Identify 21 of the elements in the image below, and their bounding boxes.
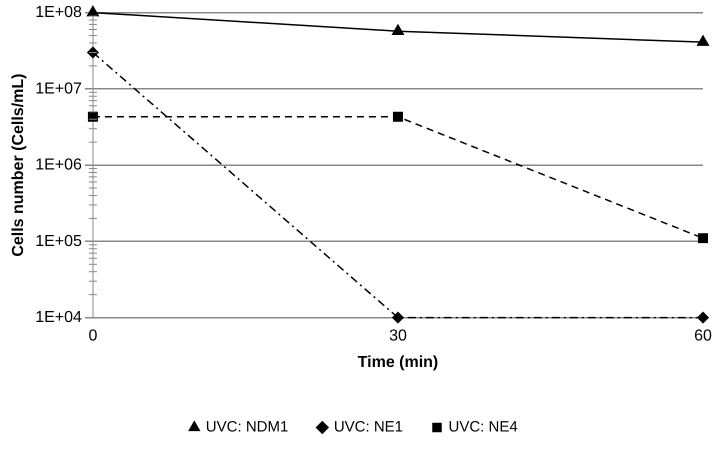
point [392, 112, 403, 122]
point [88, 112, 98, 122]
point [392, 312, 404, 324]
legend-label: UVC: NE1 [334, 418, 404, 436]
y-tick-label: 1E+06 [35, 156, 82, 174]
legend-label: UVC: NDM1 [206, 418, 288, 436]
point [697, 312, 709, 324]
y-tick-label: 1E+07 [35, 80, 82, 98]
legend-label: UVC: NE4 [448, 418, 518, 436]
y-tick-label: 1E+05 [35, 232, 82, 250]
point [392, 24, 404, 35]
y-tick-label: 1E+04 [35, 309, 82, 326]
x-axis-title: Time (min) [358, 354, 438, 371]
y-axis-title: Cells number (Cells/mL) [10, 74, 28, 257]
x-tick-label: 30 [389, 328, 407, 345]
x-tick-label: 0 [88, 328, 98, 345]
point [698, 233, 708, 244]
point [87, 46, 99, 58]
x-tick-label: 60 [694, 328, 712, 345]
point [697, 35, 709, 46]
y-tick-label: 1E+08 [35, 4, 82, 22]
